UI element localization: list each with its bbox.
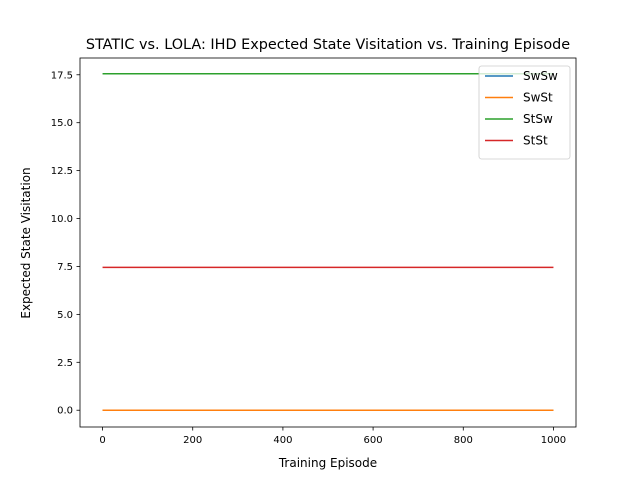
legend-label-stst: StSt [523,134,548,148]
x-tick-label: 400 [273,435,292,446]
y-tick-label: 7.5 [57,262,73,273]
y-tick-label: 0.0 [57,406,73,417]
y-tick-label: 2.5 [57,358,73,369]
chart-title: STATIC vs. LOLA: IHD Expected State Visi… [86,37,570,53]
y-tick-label: 5.0 [57,310,73,321]
x-tick-label: 800 [454,435,473,446]
legend-label-stsw: StSw [523,112,553,126]
x-axis: 0 200 400 600 800 1000 [99,427,566,446]
y-tick-label: 17.5 [51,70,73,81]
legend-label-swsw: SwSw [523,69,558,83]
legend: SwSw SwSt StSw StSt [478,65,571,160]
y-axis-label: Expected State Visitation [19,167,33,318]
x-axis-label: Training Episode [278,456,377,470]
y-axis: 0.0 2.5 5.0 7.5 10.0 12.5 15.0 17.5 [51,70,80,417]
legend-label-swst: SwSt [523,91,553,105]
y-tick-label: 12.5 [51,166,73,177]
legend-frame [478,65,571,160]
x-tick-label: 1000 [541,435,566,446]
x-tick-label: 600 [364,435,383,446]
x-tick-label: 0 [99,435,105,446]
x-tick-label: 200 [183,435,202,446]
y-tick-label: 15.0 [51,118,73,129]
plot-frame [79,57,577,428]
y-tick-label: 10.0 [51,214,73,225]
